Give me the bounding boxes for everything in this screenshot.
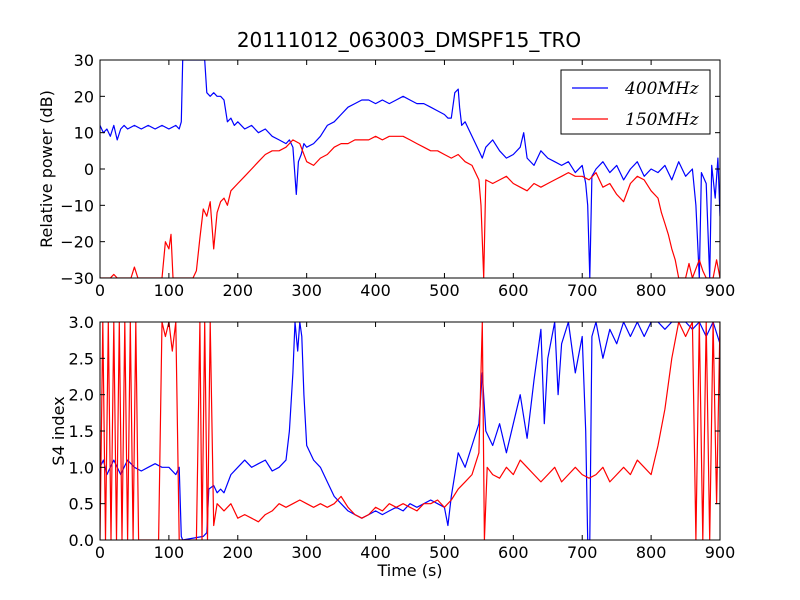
s4-x-tick-label: 200 [223,543,254,562]
power-x-tick-label: 200 [223,281,254,300]
power-series-150mhz [100,135,720,278]
power-y-tick-label: 20 [74,87,94,106]
s4-x-tick-label: 600 [498,543,529,562]
s4-x-tick-label: 300 [291,543,322,562]
s4-series-line-1 [100,322,720,540]
power-x-tick-label: 700 [567,281,598,300]
legend-label-400mhz: 400MHz [624,79,700,99]
power-y-tick-label: −10 [60,196,94,215]
s4-y-tick-label: 2.0 [69,386,94,405]
chart-title: 20111012_063003_DMSPF15_TRO [237,28,581,52]
s4-series-group [100,322,720,540]
power-ticks: 0 100 200 300 400 500 600 700 800 900 −30 −20 −10 0 10… [60,51,735,300]
s4-x-tick-label: 700 [567,543,598,562]
power-x-tick-label: 0 [95,281,105,300]
power-y-tick-label: −20 [60,233,94,252]
s4-x-tick-label: 900 [705,543,736,562]
power-x-tick-label: 600 [498,281,529,300]
legend-box [560,69,711,135]
power-plot-frame [99,59,721,279]
s4-x-tick-label: 0 [95,543,105,562]
power-x-tick-label: 300 [291,281,322,300]
s4-y-tick-label: 1.5 [69,422,94,441]
s4-plot-frame [99,321,721,541]
s4-y-tick-label: 2.5 [69,349,94,368]
power-y-tick-label: 30 [74,51,94,70]
power-y-tick-label: −30 [60,269,94,288]
s4-panel: 0 100 200 300 400 500 600 700 800 900 0.0 0.5 1.0 1.5… [49,313,735,580]
s4-y-tick-label: 3.0 [69,313,94,332]
legend: 400MHz 150MHz [560,69,711,135]
s4-y-tick-label: 0.0 [69,531,94,550]
power-x-tick-label: 400 [360,281,391,300]
legend-label-150mhz: 150MHz [625,110,700,130]
s4-x-tick-label: 800 [636,543,667,562]
power-panel: 0 100 200 300 400 500 600 700 800 900 −30 −20 −10 0 10… [37,51,735,300]
power-series-group [100,60,720,278]
s4-x-tick-label: 400 [360,543,391,562]
power-x-tick-label: 800 [636,281,667,300]
power-y-tick-label: 0 [84,160,94,179]
s4-y-tick-label: 1.0 [69,458,94,477]
x-axis-label: Time (s) [376,561,442,580]
power-y-tick-label: 10 [74,124,94,143]
power-x-tick-label: 100 [154,281,185,300]
s4-y-tick-label: 0.5 [69,495,94,514]
s4-x-tick-label: 500 [429,543,460,562]
s4-y-axis-label: S4 index [49,396,68,465]
power-x-tick-label: 900 [705,281,736,300]
power-series-400mhz [100,60,720,278]
power-x-tick-label: 500 [429,281,460,300]
s4-x-tick-label: 100 [154,543,185,562]
power-y-axis-label: Relative power (dB) [37,90,56,248]
